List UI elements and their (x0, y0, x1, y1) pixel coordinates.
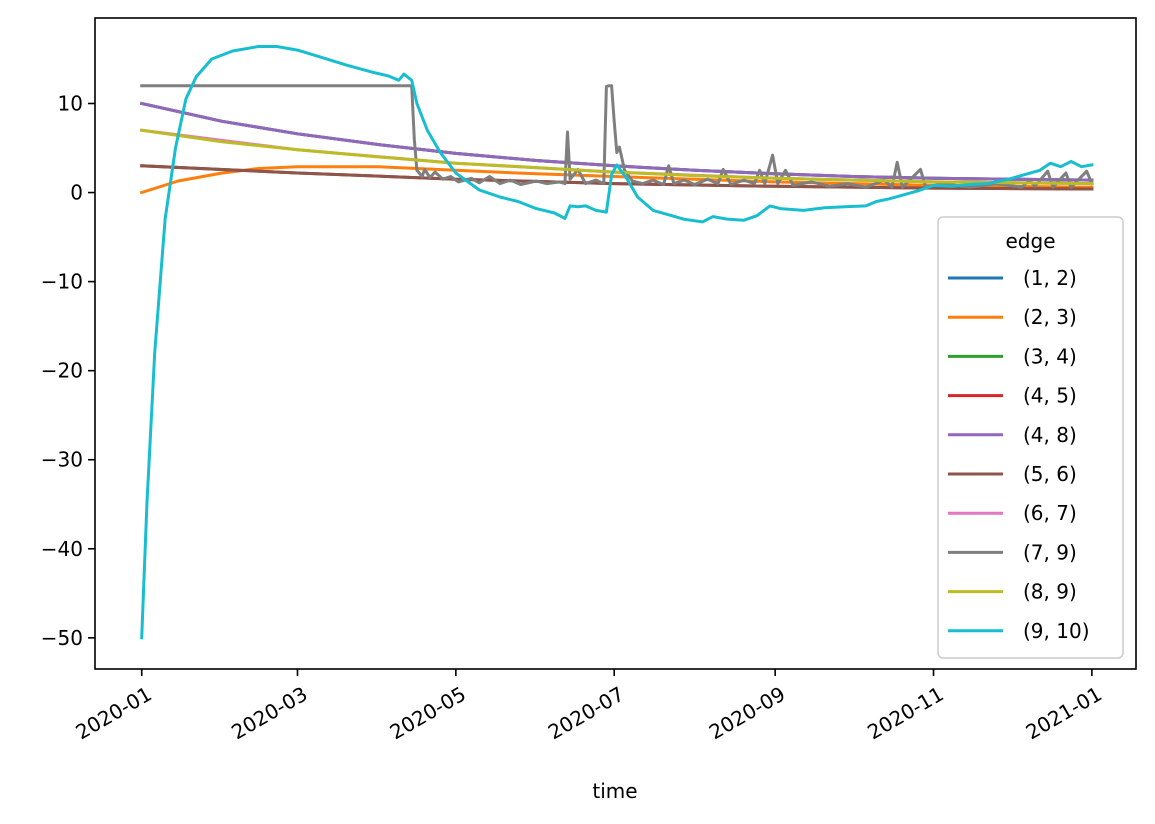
legend-entry-label: (1, 2) (1023, 266, 1077, 290)
x-axis-title: time (592, 779, 637, 803)
series-line-6 (140, 164, 1094, 191)
y-tick-label: 10 (58, 91, 83, 115)
series-layer (139, 45, 1094, 640)
y-tick-label: −30 (41, 448, 83, 472)
legend-box (937, 216, 1124, 659)
legend-entry-label: (4, 5) (1023, 384, 1077, 408)
legend-entry-label: (7, 9) (1023, 540, 1077, 564)
legend-title: edge (1006, 229, 1056, 253)
y-tick-label: −10 (41, 270, 83, 294)
legend-entry-label: (9, 10) (1023, 619, 1090, 643)
legend: edge (1, 2) (2, 3) (3, 4) (4, 5) (4, 8) (5, 6)… (937, 216, 1124, 659)
series-line-5 (139, 101, 1094, 182)
series-line-10 (140, 45, 1094, 640)
legend-entry-label: (6, 7) (1023, 501, 1077, 525)
legend-entry-label: (3, 4) (1023, 344, 1077, 368)
y-axis: 10 0 −10 −20 −30 −40 −50 (41, 91, 95, 650)
plot-area (139, 45, 1094, 640)
y-tick-label: 0 (70, 181, 83, 205)
legend-entry-label: (2, 3) (1023, 305, 1077, 329)
y-tick-label: −20 (41, 359, 83, 383)
legend-entry-label: (5, 6) (1023, 462, 1077, 486)
y-tick-label: −50 (41, 626, 83, 650)
legend-entry-label: (8, 9) (1023, 580, 1077, 604)
y-tick-label: −40 (41, 537, 83, 561)
legend-entry-label: (4, 8) (1023, 423, 1077, 447)
axes-frame (94, 17, 1137, 670)
